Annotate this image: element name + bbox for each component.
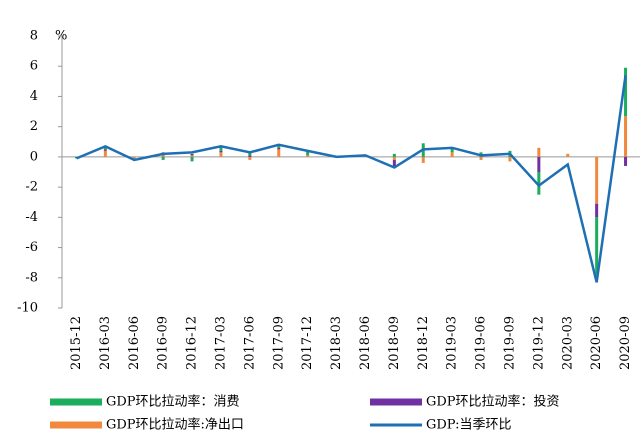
y-tick-label: 8: [30, 29, 38, 44]
bar: [595, 203, 599, 218]
x-tick-label: 2019-03: [445, 316, 460, 370]
x-tick-label: 2015-12: [69, 316, 84, 370]
bar: [537, 172, 541, 195]
x-tick-label: 2016-06: [127, 316, 142, 370]
y-tick-label: -8: [25, 270, 38, 285]
bar: [508, 156, 512, 162]
x-tick-label: 2016-12: [185, 316, 200, 370]
y-tick-label: 0: [30, 149, 38, 164]
bar: [421, 156, 425, 163]
legend-label: GDP环比拉动率：消费: [106, 394, 240, 410]
x-tick-label: 2017-03: [213, 316, 228, 370]
bar: [306, 155, 310, 157]
bar: [190, 155, 194, 157]
bar: [103, 150, 107, 157]
x-tick-label: 2017-09: [271, 316, 286, 370]
legend-swatch: [370, 398, 422, 406]
y-tick-label: 4: [30, 89, 38, 104]
bar: [248, 156, 252, 160]
bar: [277, 144, 281, 148]
bar: [450, 152, 454, 157]
x-tick-label: 2017-12: [300, 316, 315, 370]
legend-swatch: [50, 421, 102, 429]
bar: [190, 153, 194, 156]
x-tick-label: 2016-09: [156, 316, 171, 370]
bar: [161, 155, 165, 157]
x-tick-label: 2017-06: [242, 316, 257, 370]
line: [75, 75, 627, 283]
bar: [624, 67, 628, 117]
bar: [479, 156, 483, 160]
legend-label: GDP环比拉动率:净出口: [106, 417, 244, 433]
bar: [277, 147, 281, 150]
bar: [103, 146, 107, 150]
legend-swatch: [50, 398, 102, 406]
bar: [392, 153, 396, 157]
x-tick-label: 2020-03: [560, 316, 575, 370]
bar: [624, 156, 628, 166]
bar: [219, 150, 223, 153]
bar: [595, 217, 599, 275]
bar: [248, 152, 252, 156]
bar: [103, 149, 107, 151]
bar: [392, 156, 396, 160]
y-tick-label: -2: [25, 180, 38, 195]
bar: [277, 149, 281, 157]
bar: [219, 146, 223, 151]
x-tick-label: 2018-06: [358, 316, 373, 370]
bar: [537, 156, 541, 172]
bar: [595, 156, 599, 204]
legend-label: GDP环比拉动率：投资: [426, 394, 560, 410]
x-tick-label: 2016-03: [98, 316, 113, 370]
y-tick-label: -4: [25, 210, 38, 225]
bar: [248, 155, 252, 157]
bar: [161, 156, 165, 160]
x-tick-label: 2018-09: [387, 316, 402, 370]
bar: [537, 147, 541, 157]
bar: [132, 156, 136, 159]
bar: [219, 152, 223, 157]
bar: [190, 156, 194, 162]
x-tick-label: 2018-03: [329, 316, 344, 370]
x-tick-label: 2019-06: [474, 316, 489, 370]
bar: [566, 153, 570, 157]
y-tick-label: -6: [25, 240, 38, 255]
y-tick-label: -10: [17, 301, 38, 316]
bar: [450, 147, 454, 153]
x-tick-label: 2019-09: [502, 316, 517, 370]
x-tick-label: 2019-12: [531, 316, 546, 370]
bar: [306, 150, 310, 156]
y-tick-label: 6: [30, 59, 38, 74]
bar: [392, 159, 396, 168]
y-tick-label: 2: [30, 119, 38, 134]
legend-label: GDP:当季环比: [426, 418, 511, 433]
x-tick-label: 2018-12: [416, 316, 431, 370]
x-tick-label: 2020-06: [589, 316, 604, 370]
bar: [624, 116, 628, 157]
x-tick-label: 2020-09: [618, 316, 633, 370]
